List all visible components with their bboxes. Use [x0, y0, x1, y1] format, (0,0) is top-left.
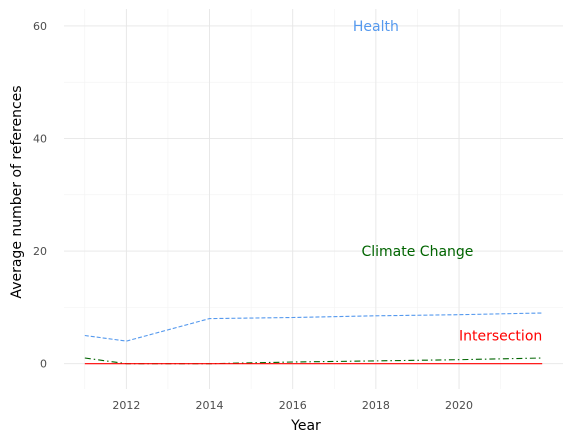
y-tick-label: 40 [33, 132, 47, 145]
grid [64, 9, 563, 389]
series-line-health [84, 312, 543, 342]
y-tick-label: 0 [40, 358, 47, 371]
x-tick-label: 2020 [445, 399, 473, 412]
tick-labels: 2012 2014 2016 2018 2020 0 20 40 60 [33, 20, 473, 412]
y-tick-label: 60 [33, 20, 47, 33]
series-label-health: Health [353, 19, 399, 35]
y-axis-title: Average number of references [9, 85, 25, 298]
x-tick-label: 2018 [362, 399, 390, 412]
series-label-intersection: Intersection [459, 329, 542, 345]
x-tick-label: 2016 [279, 399, 307, 412]
series-line-climate-change [84, 357, 543, 365]
series-labels: Health Climate Change Intersection [353, 19, 542, 345]
y-tick-label: 20 [33, 245, 47, 258]
series-lines [84, 312, 543, 365]
x-axis-title: Year [290, 418, 321, 434]
x-tick-label: 2012 [112, 399, 140, 412]
series-label-climate-change: Climate Change [361, 244, 473, 260]
x-tick-label: 2014 [196, 399, 224, 412]
